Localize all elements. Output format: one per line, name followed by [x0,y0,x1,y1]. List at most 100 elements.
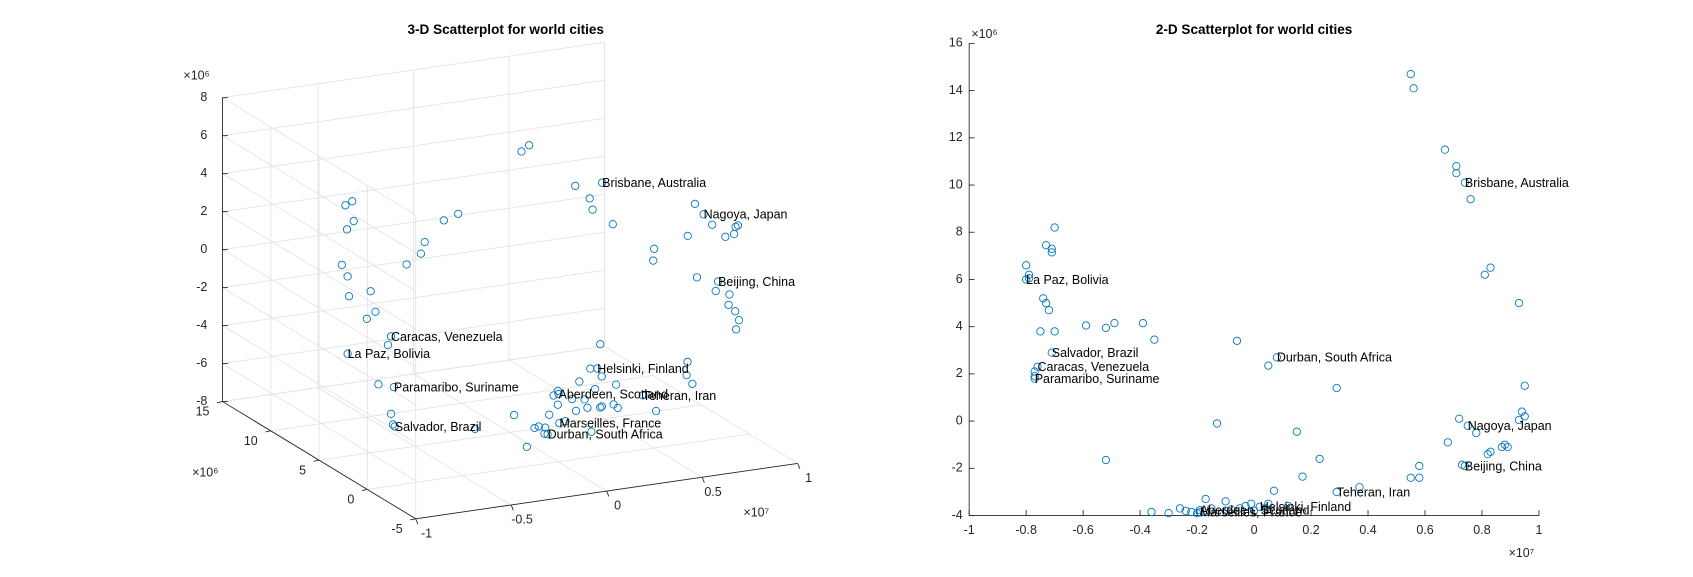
point-label: Salvador, Brazil [1052,346,1139,360]
grid-line [222,135,416,254]
y-tick-label: 16 [949,36,963,50]
point [1503,442,1512,452]
point [1497,442,1507,452]
point [1443,438,1452,447]
point [530,423,539,433]
point [366,287,375,296]
point [1221,506,1230,515]
point [1520,381,1529,390]
point [731,307,740,316]
point [1269,486,1279,495]
y-axis [222,401,416,520]
point [1022,261,1031,270]
point [1284,501,1293,511]
grid-line [222,41,605,99]
point [1455,414,1464,423]
y-tick-label: 4 [956,319,963,333]
labeled-point [555,419,564,428]
point [374,380,383,389]
point [1110,319,1119,328]
point [553,400,562,409]
x-tick-label: -0.6 [1072,523,1094,537]
grid-line [222,79,605,137]
point [597,372,606,381]
point [534,422,543,431]
x-tick-label: -0.5 [511,512,533,526]
x-tick-label: 1 [1535,523,1542,537]
point [416,249,426,258]
y-factor: ×10⁶ [192,465,218,479]
point [692,273,702,282]
point [1415,461,1424,471]
labeled-point [638,391,647,400]
point [649,256,658,265]
y-tick-label: 15 [196,405,210,419]
point [688,379,697,388]
y-tick-label: 6 [956,272,963,286]
point-label: Caracas, Venezuela [1038,360,1150,374]
point [650,244,659,253]
y-tick [265,430,271,433]
grid-line [222,249,416,368]
point [342,225,352,234]
z-tick-label: 0 [200,242,207,256]
y-tick-label: 10 [244,434,258,448]
point [1409,84,1418,93]
x-tick-label: -0.8 [1015,523,1037,537]
point-label: La Paz, Bolivia [348,347,431,361]
point [1039,294,1048,303]
point-label: La Paz, Bolivia [1026,273,1109,287]
grid-line [222,173,416,292]
labeled-point [390,422,399,431]
point [587,427,596,436]
point [1047,248,1056,257]
grid-line [222,97,416,216]
point [349,217,358,226]
x-tick-label: 0 [614,499,621,513]
x-tick-label: 0.6 [1416,523,1433,537]
point [585,194,594,203]
point [1164,509,1173,518]
point [711,286,720,296]
y-tick-label: 0 [956,413,963,427]
labeled-point [1195,505,1205,515]
grid-line [222,363,416,482]
point [545,410,554,419]
point [1264,361,1273,370]
point [1232,336,1242,345]
point [588,205,597,214]
y-tick-label: 8 [956,225,963,239]
point [1292,427,1301,436]
point [402,260,411,269]
point [683,357,692,367]
point [590,384,600,394]
grid-line [222,117,605,175]
x-factor: ×10⁷ [743,506,769,520]
point [439,216,448,225]
point [522,442,531,451]
point [1050,223,1059,232]
z-tick-label: -4 [196,318,207,332]
point [1050,327,1059,336]
point [690,199,700,208]
point [734,316,744,325]
point [1201,494,1210,504]
point [509,410,519,420]
labeled-point [699,210,708,219]
point [651,406,661,416]
point [561,417,570,426]
point [611,380,621,389]
point [371,307,380,316]
point [1298,472,1307,481]
point [553,386,562,396]
labeled-point [1033,362,1042,371]
point [1517,407,1526,416]
point [1486,447,1495,456]
point [1024,270,1034,279]
z-tick-label: 4 [200,166,207,180]
point [1147,507,1156,517]
point [386,409,396,418]
point-label: Teheran, Iran [1337,485,1411,499]
x-tick-label: -1 [964,523,975,537]
point [1101,323,1111,332]
